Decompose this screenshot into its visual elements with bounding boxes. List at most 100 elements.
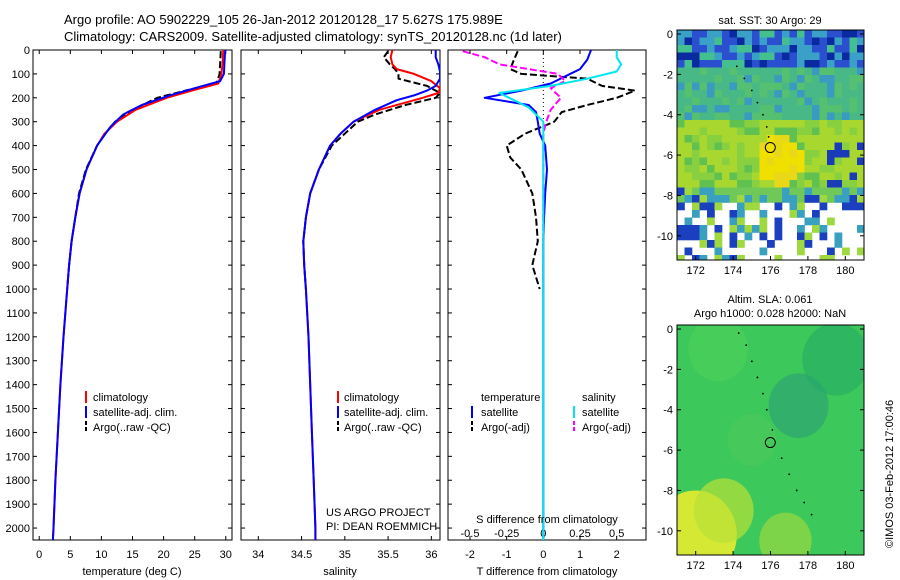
sst-cell — [857, 67, 864, 76]
sst-cell — [714, 105, 723, 113]
legend-satellite: satellite-adj. clim. — [93, 407, 177, 419]
sla-blob — [688, 325, 749, 382]
sst-cell — [789, 210, 798, 218]
sst-cell — [707, 127, 715, 136]
sst-cell — [744, 37, 753, 46]
sst-cell — [774, 75, 783, 83]
sst-cell — [714, 195, 723, 203]
sst-cell — [767, 82, 775, 91]
sst-cell — [827, 142, 835, 151]
sst-cell — [759, 195, 768, 203]
sst-cell — [737, 210, 745, 218]
map-x-tick-label: 172 — [687, 265, 705, 277]
sst-cell — [797, 97, 805, 106]
sst-cell — [692, 202, 700, 211]
sst-cell — [842, 45, 850, 53]
sst-cell — [849, 90, 858, 98]
sst-cell — [707, 150, 715, 158]
sst-cell — [804, 82, 813, 91]
sst-cell — [684, 217, 693, 226]
sst-cell — [684, 135, 693, 143]
sst-cell — [797, 240, 805, 248]
sst-cell — [834, 195, 843, 203]
sst-cell — [812, 210, 820, 218]
float-track-point — [767, 136, 770, 138]
sst-cell — [707, 210, 715, 218]
sst-cell — [722, 187, 730, 196]
sst-cell — [722, 127, 730, 136]
sst-cell — [819, 60, 828, 68]
sst-cell — [849, 172, 858, 181]
sst-cell — [752, 157, 760, 166]
sst-cell — [819, 195, 828, 203]
map-y-tick-label: 0 — [667, 29, 673, 41]
sst-cell — [684, 232, 693, 241]
sst-cell — [677, 67, 685, 76]
difference-xlabel: T difference from climatology — [477, 566, 618, 578]
sst-cell — [804, 232, 813, 241]
sst-cell — [857, 247, 864, 256]
sst-cell — [789, 45, 798, 53]
sst-cell — [857, 75, 864, 83]
sst-cell — [744, 172, 753, 181]
sst-cell — [774, 195, 783, 203]
sst-cell — [827, 180, 835, 188]
sst-cell — [842, 135, 850, 143]
sst-cell — [729, 142, 738, 151]
sst-cell — [797, 142, 805, 151]
sst-cell — [797, 82, 805, 91]
sst-cell — [752, 67, 760, 76]
sst-cell — [819, 142, 828, 151]
sst-cell — [714, 30, 723, 38]
float-track-point — [765, 125, 768, 128]
sst-cell — [827, 195, 835, 203]
sst-cell — [729, 210, 738, 218]
sst-cell — [834, 37, 843, 46]
sst-cell — [804, 150, 813, 158]
sla-blob — [802, 325, 864, 396]
sst-cell — [834, 112, 843, 121]
sst-cell — [834, 187, 843, 196]
sst-cell — [857, 97, 864, 106]
sst-cell — [812, 225, 820, 233]
sst-cell — [677, 142, 685, 151]
sst-cell — [797, 150, 805, 158]
sst-cell — [767, 157, 775, 166]
sst-cell — [812, 172, 820, 181]
series-line — [302, 50, 440, 290]
sst-cell — [774, 142, 783, 151]
sst-cell — [692, 142, 700, 151]
sst-cell — [684, 165, 693, 173]
sst-cell — [812, 165, 820, 173]
map-y-tick-label: -2 — [663, 364, 673, 376]
sst-cell — [819, 30, 828, 38]
sst-cell — [797, 180, 805, 188]
sst-cell — [827, 217, 835, 226]
temperature-series — [51, 50, 227, 540]
sst-cell — [752, 202, 760, 211]
sst-cell — [729, 75, 738, 83]
argo-position-marker — [764, 142, 776, 154]
s-tick-label: -0.5 — [461, 528, 480, 540]
sst-cell — [677, 232, 685, 241]
sst-cell — [789, 90, 798, 98]
sst-cell — [774, 150, 783, 158]
map-x-tick-label: 176 — [761, 265, 779, 277]
float-track-point — [810, 513, 813, 516]
x-tick-label: 25 — [189, 549, 201, 561]
sst-cell — [804, 172, 813, 181]
figure-title-line2: Climatology: CARS2009. Satellite-adjuste… — [64, 29, 562, 44]
sst-cell — [684, 52, 693, 61]
sst-cell — [789, 142, 798, 151]
sst-cell — [819, 255, 828, 260]
sst-cell — [857, 82, 864, 91]
sla-blob — [727, 413, 777, 467]
sst-cell — [797, 135, 805, 143]
legend-s-argo: Argo(-adj) — [582, 422, 631, 434]
sst-cell — [797, 225, 805, 233]
sst-cell — [797, 67, 805, 76]
sst-cell — [857, 157, 864, 166]
sst-cell — [692, 82, 700, 91]
y-tick-label: 1600 — [6, 427, 30, 439]
sst-cell — [759, 150, 768, 158]
